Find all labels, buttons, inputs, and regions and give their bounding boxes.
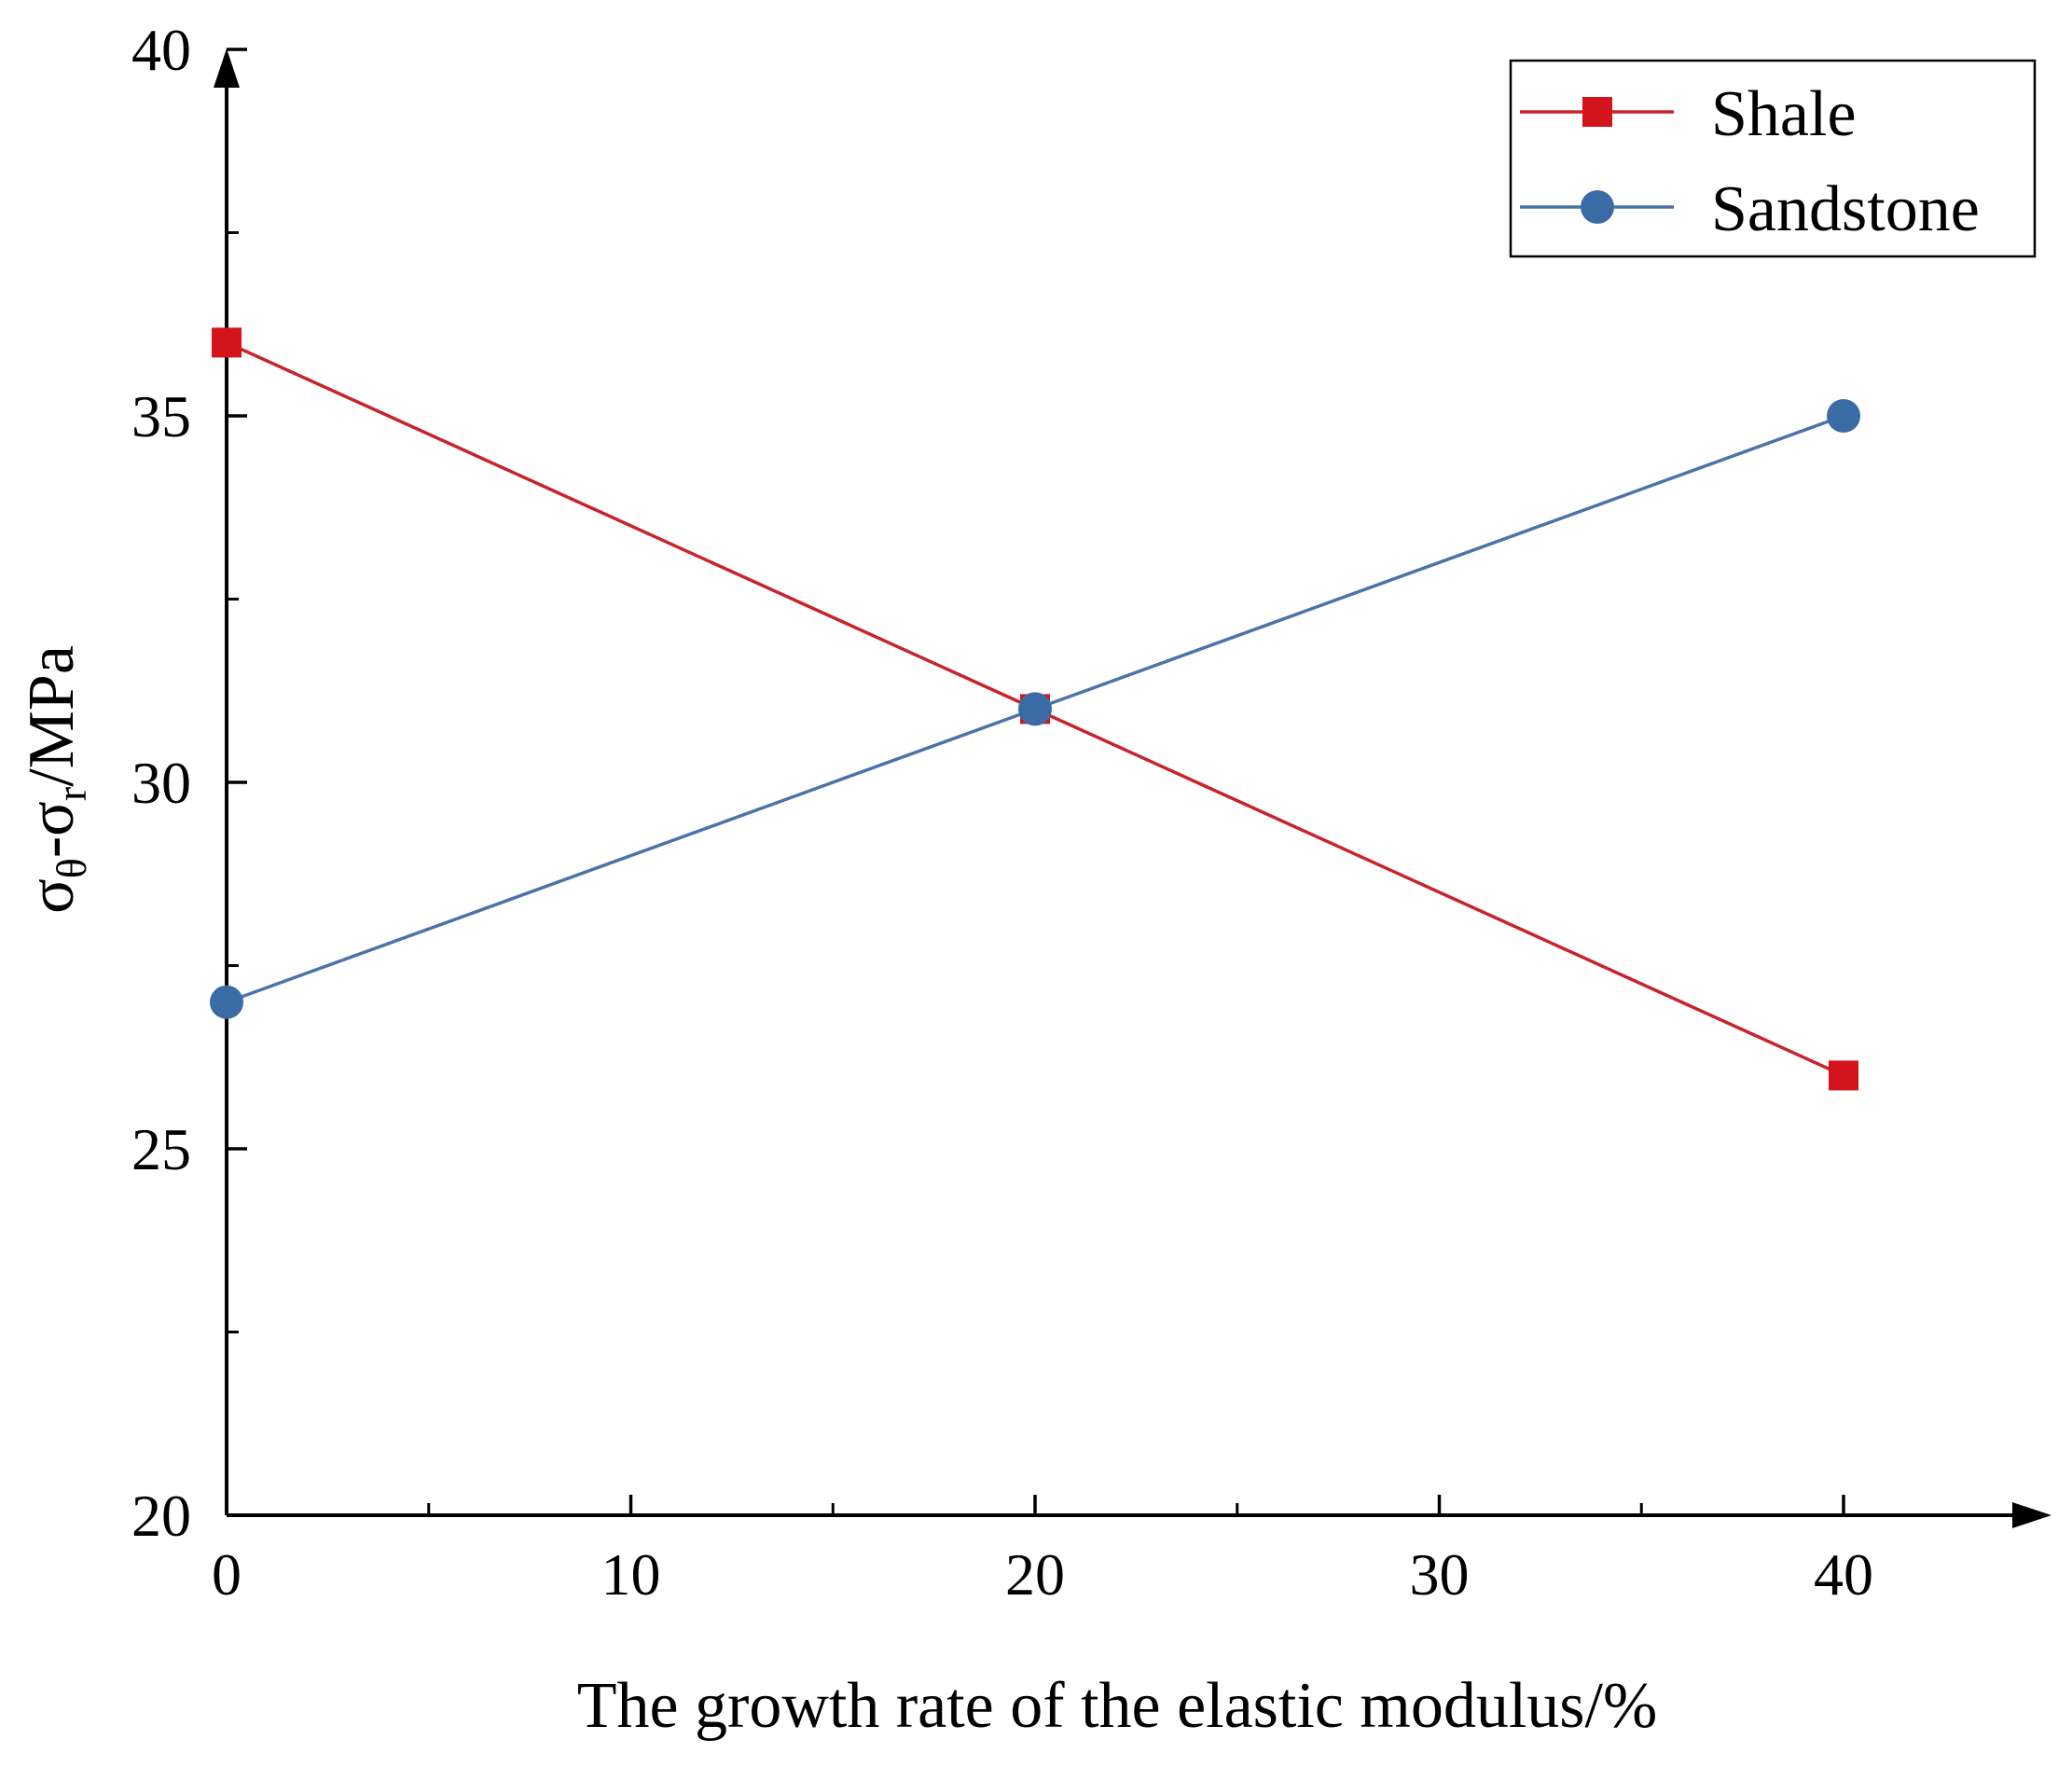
data-point-sandstone-20 [1018, 692, 1052, 726]
data-point-shale-0 [212, 327, 242, 358]
x-tick-label-30: 30 [1410, 1541, 1470, 1608]
x-tick-label-10: 10 [601, 1541, 661, 1608]
x-tick-label-0: 0 [212, 1541, 242, 1608]
legend-marker-shale [1582, 97, 1612, 127]
data-point-sandstone-40 [1827, 399, 1860, 433]
y-tick-label-25: 25 [131, 1116, 191, 1182]
series-layer [210, 327, 1860, 1091]
data-point-sandstone-0 [210, 985, 243, 1019]
legend-marker-sandstone [1581, 190, 1614, 224]
legend: Shale Sandstone [1509, 59, 2037, 258]
y-tick-label-40: 40 [131, 17, 191, 83]
data-point-shale-40 [1829, 1060, 1858, 1091]
x-tick-label-40: 40 [1814, 1541, 1873, 1608]
ticks: 0 10 20 30 40 20 25 30 35 40 [131, 17, 1873, 1608]
axes [214, 48, 2051, 1528]
x-tick-label-20: 20 [1005, 1541, 1065, 1608]
y-title-dash: - [16, 836, 88, 858]
series-sandstone [210, 399, 1860, 1019]
y-title-unit: /MPa [16, 645, 88, 787]
y-axis-arrow [214, 48, 240, 88]
legend-box [1509, 59, 2037, 258]
y-axis-title: σθ-σr/MPa [16, 645, 95, 914]
y-title-sigma-1: σ [16, 878, 88, 914]
y-tick-label-30: 30 [131, 750, 191, 816]
y-title-sub-theta: θ [48, 858, 95, 878]
y-tick-label-35: 35 [131, 383, 191, 449]
x-axis-arrow [2012, 1502, 2051, 1528]
x-axis-title: The growth rate of the elastic modulus/% [577, 1670, 1658, 1742]
y-title-sub-r: r [48, 787, 95, 801]
y-title-sigma-2: σ [16, 801, 88, 836]
legend-label-shale: Shale [1711, 78, 1857, 150]
legend-label-sandstone: Sandstone [1711, 173, 1980, 245]
y-tick-label-20: 20 [131, 1483, 191, 1549]
